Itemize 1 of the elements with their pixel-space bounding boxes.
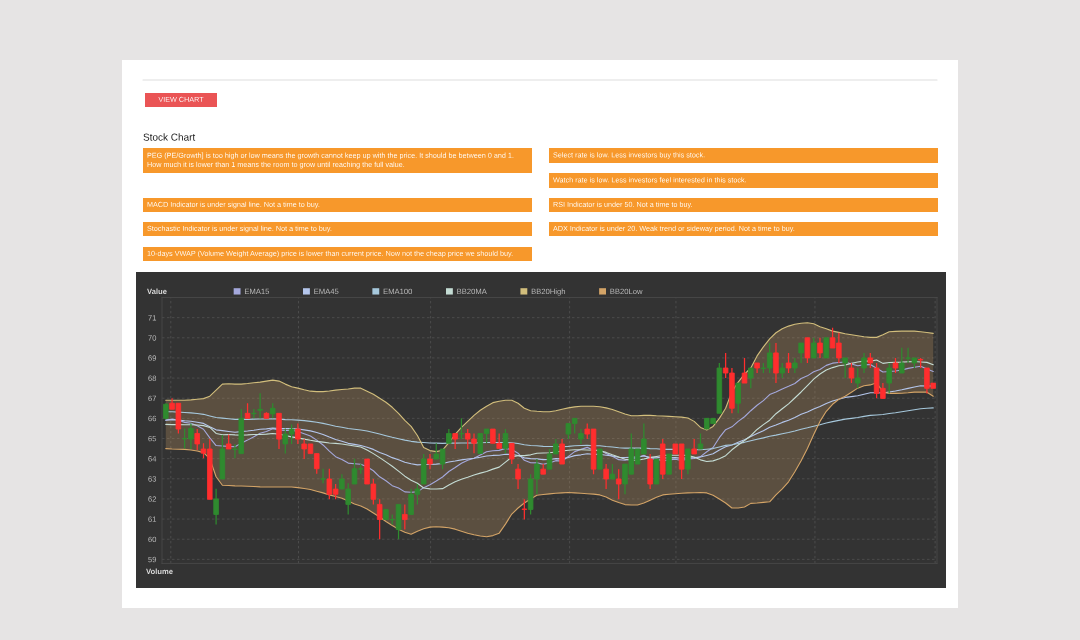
- chart-title: Stock Chart: [143, 133, 196, 141]
